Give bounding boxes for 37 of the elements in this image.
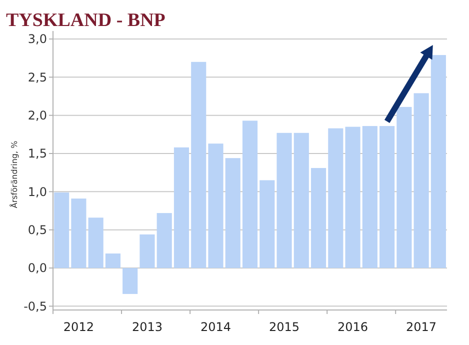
bar: [191, 62, 206, 268]
bar: [140, 234, 155, 268]
bar: [345, 126, 360, 268]
x-tick-label: 2014: [200, 320, 232, 334]
x-tick-label: 2013: [132, 320, 162, 334]
x-tick-label: 2016: [338, 320, 368, 334]
x-tick-label: 2015: [268, 320, 300, 334]
bar: [260, 180, 275, 268]
bar: [105, 254, 120, 268]
bar: [174, 147, 190, 268]
bar: [310, 168, 326, 268]
y-tick-label: -0,5: [24, 299, 47, 314]
bar: [430, 55, 446, 268]
bar: [294, 132, 309, 268]
x-tick-label: 2017: [406, 320, 437, 334]
bar: [122, 268, 138, 294]
y-tick-label: 2,5: [28, 70, 47, 84]
bar: [328, 128, 344, 268]
x-tick-label: 2012: [63, 320, 94, 334]
bar: [88, 218, 104, 268]
y-tick-label: 1,5: [28, 146, 47, 161]
y-tick-label: 0,0: [28, 261, 47, 276]
bar: [225, 158, 240, 268]
bar: [208, 144, 224, 268]
y-tick-label: 3,0: [28, 32, 47, 46]
bar: [242, 120, 258, 268]
bar: [54, 192, 70, 268]
bar: [362, 126, 378, 268]
bar: [276, 132, 292, 268]
bar: [156, 213, 172, 268]
bar: [380, 126, 395, 268]
y-axis-title: Årsförändring, %: [9, 140, 19, 208]
bar: [71, 198, 86, 268]
y-tick-label: 2,0: [28, 108, 47, 123]
y-tick-label: 0,5: [28, 223, 47, 238]
y-tick-label: 1,0: [28, 184, 47, 199]
chart-title: TYSKLAND - BNP: [6, 10, 166, 31]
